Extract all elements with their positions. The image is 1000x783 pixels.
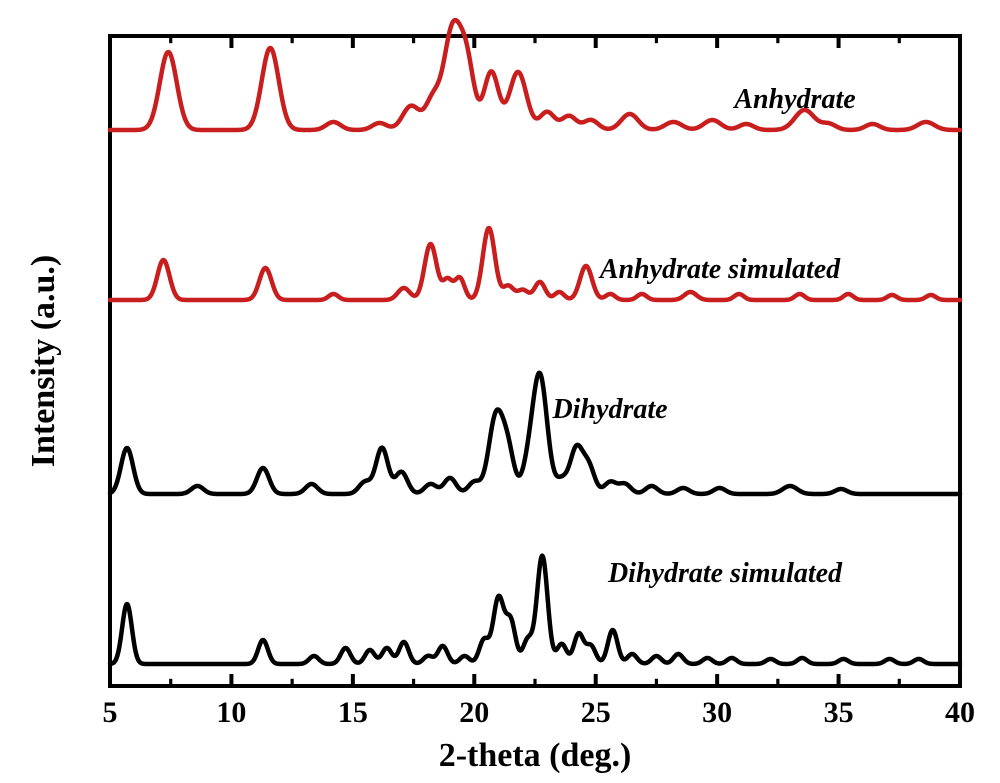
xtick-label: 40 [945, 696, 975, 729]
series-label: Anhydrate simulated [598, 254, 841, 285]
x-axis-label: 2-theta (deg.) [439, 737, 632, 774]
series-dihydrate [110, 373, 960, 494]
series-label: Anhydrate [732, 84, 855, 115]
chart-svg: Anhydrate Anhydrate simulated Dihydrate Dih… [0, 0, 1000, 783]
xtick-label: 10 [216, 696, 246, 729]
series-label: Dihydrate [551, 394, 667, 425]
series-label: Dihydrate simulated [607, 558, 843, 589]
xtick-label: 20 [459, 696, 489, 729]
y-axis-label: Intensity (a.u.) [25, 255, 62, 468]
xtick-label: 5 [103, 696, 118, 729]
xtick-label: 15 [338, 696, 368, 729]
xtick-label: 30 [702, 696, 732, 729]
xrd-chart: Anhydrate Anhydrate simulated Dihydrate Dih… [0, 0, 1000, 783]
xtick-label: 35 [824, 696, 854, 729]
xtick-label: 25 [581, 696, 611, 729]
